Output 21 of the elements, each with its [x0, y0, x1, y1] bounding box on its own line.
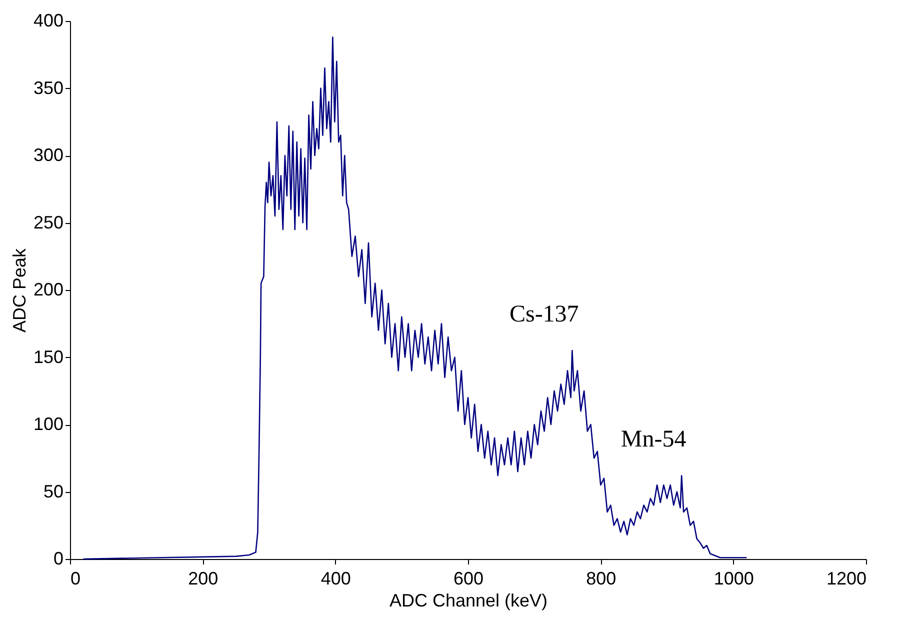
y-tick-label: 100	[33, 414, 64, 434]
y-tick-label: 350	[33, 78, 64, 98]
y-tick-label: 150	[33, 346, 64, 367]
y-tick-label: 0	[53, 548, 64, 568]
annotation: Cs-137	[509, 302, 579, 328]
x-tick-label: 1000	[714, 568, 754, 588]
x-tick-label: 200	[188, 568, 218, 588]
x-tick-label: 400	[320, 568, 351, 588]
x-axis-title: ADC Channel (keV)	[389, 590, 548, 610]
x-tick-label: 0	[70, 568, 81, 588]
x-tick-label: 600	[453, 568, 484, 588]
x-tick-label: 800	[586, 568, 616, 588]
x-tick-label: 1200	[826, 568, 866, 588]
y-tick-label: 400	[33, 10, 64, 30]
y-tick-label: 200	[33, 280, 64, 300]
annotation: Mn-54	[620, 426, 686, 453]
line-series	[82, 36, 748, 560]
y-tick-label: 50	[43, 481, 64, 502]
y-tick-label: 300	[33, 145, 64, 165]
y-tick-label: 250	[33, 212, 64, 232]
y-axis-title: ADC Peak	[9, 247, 30, 333]
